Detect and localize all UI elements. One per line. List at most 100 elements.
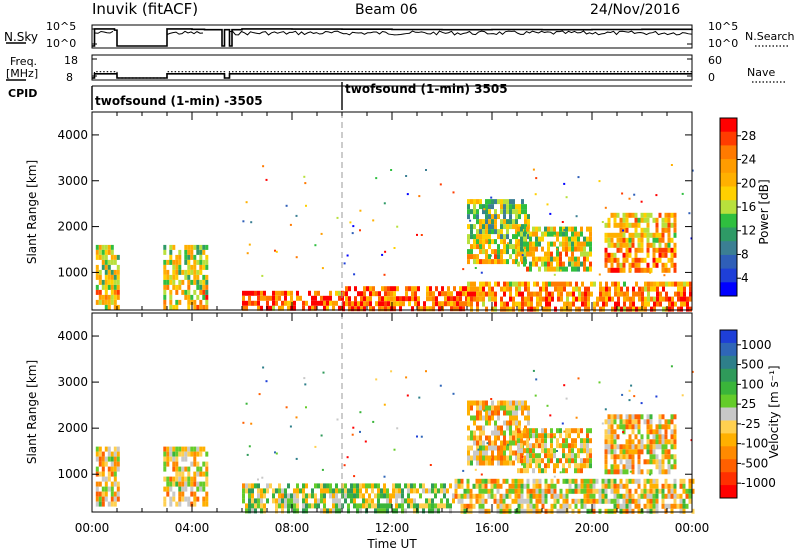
power-cell — [664, 252, 668, 258]
power-scatter-point — [670, 164, 673, 166]
velocity-cell — [649, 508, 653, 514]
velocity-colorbar-segment — [720, 433, 737, 447]
velocity-cell — [550, 448, 553, 454]
power-cell — [547, 226, 550, 232]
velocity-cell — [535, 478, 539, 484]
velocity-cell — [628, 414, 632, 420]
velocity-cell — [518, 420, 521, 426]
velocity-cell — [172, 451, 176, 457]
velocity-cell — [598, 508, 602, 514]
power-cell — [500, 229, 503, 235]
velocity-cell — [377, 503, 380, 509]
power-cell — [456, 291, 459, 297]
velocity-scatter-point — [258, 393, 261, 396]
power-scatter-point — [351, 232, 354, 235]
velocity-cell — [508, 483, 512, 489]
power-cell — [98, 249, 102, 255]
power-cell — [396, 301, 399, 307]
power-cell — [299, 295, 302, 301]
power-cell — [500, 204, 503, 210]
power-cell — [622, 237, 626, 243]
velocity-cell — [628, 478, 632, 484]
power-scatter-point — [462, 268, 465, 271]
velocity-cell — [586, 498, 590, 504]
power-cell — [529, 251, 532, 257]
power-cell — [98, 294, 102, 300]
power-cell — [565, 241, 568, 247]
power-cell — [163, 289, 167, 295]
velocity-cell — [646, 469, 650, 475]
power-cell — [95, 284, 99, 290]
velocity-cell — [196, 451, 200, 457]
power-cell — [497, 281, 500, 287]
velocity-cell — [344, 488, 347, 494]
velocity-cell — [505, 488, 509, 494]
velocity-cell — [613, 483, 617, 489]
velocity-cell — [667, 439, 671, 445]
velocity-cell — [443, 503, 446, 509]
power-cell — [163, 264, 167, 270]
power-cell — [680, 281, 683, 287]
power-cell — [607, 267, 611, 273]
power-cell — [587, 301, 590, 307]
power-cell — [623, 281, 626, 287]
power-cell — [524, 219, 527, 225]
velocity-cell — [359, 488, 362, 494]
power-cell — [671, 306, 674, 312]
velocity-cell — [517, 428, 520, 434]
velocity-cell — [440, 503, 443, 509]
velocity-cell — [637, 498, 641, 504]
velocity-cell — [604, 469, 608, 475]
velocity-cell — [610, 449, 614, 455]
velocity-cell — [640, 414, 644, 420]
velocity-cell — [350, 498, 353, 504]
power-cell — [187, 294, 191, 300]
velocity-cell — [317, 503, 320, 509]
power-cell — [113, 284, 117, 290]
power-cell — [652, 247, 656, 253]
velocity-cell — [377, 508, 380, 514]
velocity-cell — [580, 448, 583, 454]
power-cell — [611, 306, 614, 312]
power-cell — [275, 300, 278, 306]
velocity-cell — [646, 419, 650, 425]
power-cell — [671, 281, 674, 287]
power-cell — [101, 254, 105, 260]
velocity-cell — [473, 400, 476, 406]
velocity-cell — [497, 455, 500, 461]
power-cell — [562, 266, 565, 272]
velocity-cell — [476, 445, 479, 451]
velocity-cell — [431, 498, 434, 504]
velocity-cell — [454, 488, 458, 494]
power-cell — [667, 257, 671, 263]
velocity-colorbar-segment — [720, 330, 737, 344]
power-cell — [626, 286, 629, 292]
velocity-cell — [652, 434, 656, 440]
power-cell — [524, 224, 527, 230]
velocity-cell — [365, 498, 368, 504]
power-cell — [680, 306, 683, 312]
power-cell — [354, 301, 357, 307]
power-cell — [524, 296, 527, 302]
velocity-cell — [631, 439, 635, 445]
power-cell — [689, 286, 692, 292]
power-scatter-point — [629, 268, 632, 271]
power-cell — [399, 301, 402, 307]
power-cell — [577, 236, 580, 242]
velocity-cell — [107, 486, 111, 492]
velocity-cell — [529, 488, 533, 494]
velocity-cell — [515, 455, 518, 461]
velocity-cell — [574, 498, 578, 504]
power-cell — [444, 296, 447, 302]
power-cell — [166, 259, 170, 265]
power-colorbar-segment — [720, 118, 737, 133]
power-cell — [450, 291, 453, 297]
velocity-cell — [454, 478, 458, 484]
velocity-cell — [646, 424, 650, 430]
velocity-cell — [565, 498, 569, 504]
velocity-cell — [622, 469, 626, 475]
power-scatter-point — [691, 169, 694, 172]
power-cell — [107, 304, 111, 310]
velocity-cell — [613, 478, 617, 484]
velocity-cell — [532, 448, 535, 454]
